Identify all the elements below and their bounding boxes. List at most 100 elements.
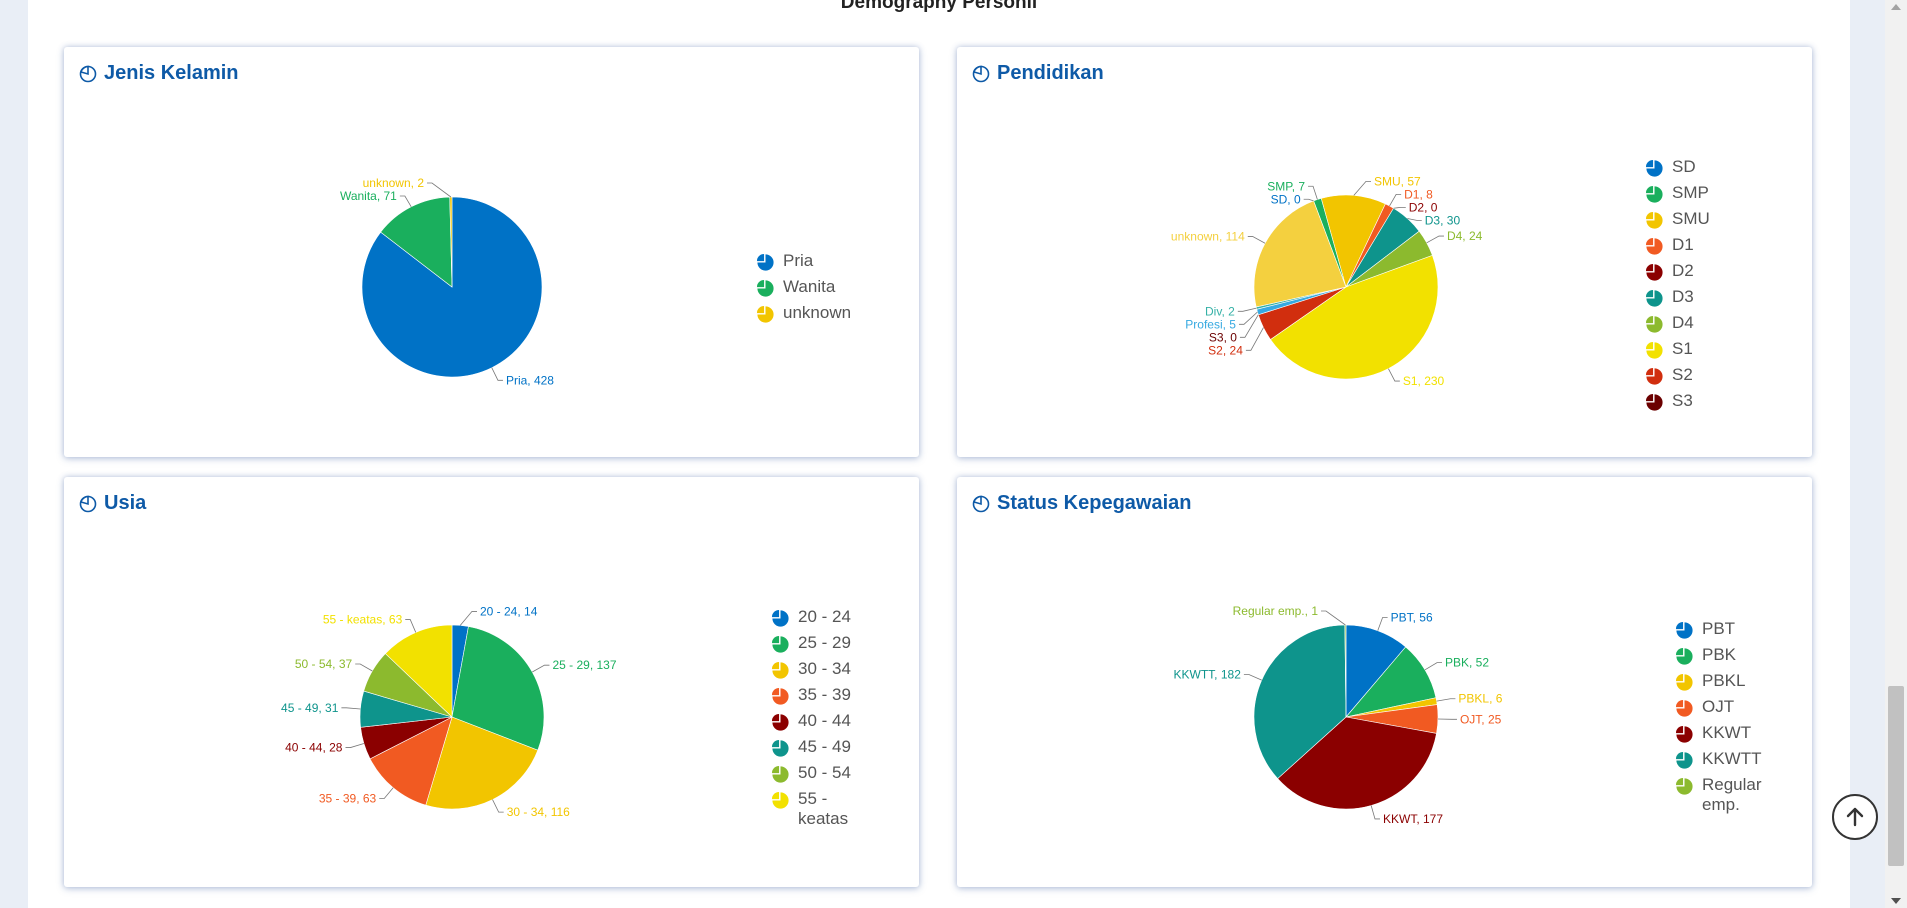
- pie-legend-icon: [771, 633, 798, 659]
- data-label: D1, 8: [1404, 187, 1433, 201]
- data-label: 35 - 39, 63: [319, 791, 377, 805]
- leader-line: [379, 787, 394, 799]
- card-status-kepegawaian: Status Kepegawaian PBT, 56 PBK, 52 PBKL, 6…: [957, 477, 1812, 887]
- data-label: S3, 0: [1209, 330, 1237, 344]
- data-label: S2, 24: [1208, 343, 1243, 357]
- legend-item[interactable]: D3: [1645, 287, 1710, 313]
- legend-item[interactable]: 40 - 44: [771, 711, 860, 737]
- data-label: D2, 0: [1409, 200, 1438, 214]
- scroll-up-arrow-icon[interactable]: [1891, 4, 1901, 10]
- legend-item[interactable]: 55 - keatas: [771, 789, 860, 828]
- legend-label: D2: [1672, 261, 1694, 280]
- chart-legend: PBT PBK PBKL OJT KKWT KKWTT Regular emp.: [1675, 619, 1764, 814]
- legend-item[interactable]: SMP: [1645, 183, 1710, 209]
- data-label: Regular emp., 1: [1233, 604, 1319, 618]
- chart-legend: Pria Wanita unknown: [756, 251, 851, 329]
- leader-line: [1426, 235, 1444, 244]
- pie-legend-icon: [1645, 261, 1672, 287]
- pie-slice-25-29[interactable]: [451, 626, 545, 751]
- data-label: S1, 230: [1403, 374, 1445, 388]
- legend-item[interactable]: 20 - 24: [771, 607, 860, 633]
- scrollbar-thumb[interactable]: [1888, 686, 1904, 866]
- pie-legend-icon: [1645, 157, 1672, 183]
- legend-item[interactable]: D1: [1645, 235, 1710, 261]
- legend-item[interactable]: D4: [1645, 313, 1710, 339]
- legend-item[interactable]: Wanita: [756, 277, 845, 303]
- legend-label: PBT: [1702, 619, 1736, 638]
- legend-item[interactable]: KKWTT: [1675, 749, 1764, 775]
- leader-line: [1239, 314, 1259, 338]
- data-label: PBT, 56: [1391, 611, 1433, 625]
- legend-item[interactable]: Regular emp.: [1675, 775, 1764, 814]
- pie-slice-smu[interactable]: [1320, 194, 1386, 288]
- legend-item[interactable]: 50 - 54: [771, 763, 860, 789]
- legend-label: 55 - keatas: [798, 789, 849, 828]
- legend-item[interactable]: SD: [1645, 157, 1710, 183]
- leader-line: [1247, 236, 1266, 244]
- leader-line: [492, 799, 504, 813]
- legend-label: D4: [1672, 313, 1694, 332]
- scroll-down-arrow-icon[interactable]: [1891, 898, 1901, 904]
- back-to-top-button[interactable]: [1832, 794, 1878, 840]
- legend-label: PBKL: [1702, 671, 1746, 690]
- legend-item[interactable]: PBKL: [1675, 671, 1764, 697]
- leader-line: [427, 182, 452, 198]
- data-label: SMU, 57: [1374, 174, 1421, 188]
- legend-item[interactable]: 45 - 49: [771, 737, 860, 763]
- pie-legend-icon: [771, 789, 798, 815]
- pie-legend-icon: [1645, 235, 1672, 261]
- legend-label: SMU: [1672, 209, 1710, 228]
- chart-legend: 20 - 24 25 - 29 30 - 34 35 - 39 40 - 44 45 - …: [771, 607, 860, 828]
- legend-item[interactable]: S3: [1645, 391, 1710, 417]
- pie-legend-icon: [1675, 671, 1702, 697]
- pie-chart-icon: [79, 495, 97, 513]
- legend-item[interactable]: 25 - 29: [771, 633, 860, 659]
- pie-slice-kkwtt[interactable]: [1253, 624, 1347, 780]
- legend-item[interactable]: D2: [1645, 261, 1710, 287]
- card-title: Jenis Kelamin: [104, 61, 239, 84]
- leader-line: [1424, 662, 1443, 671]
- pie-legend-icon: [771, 659, 798, 685]
- legend-item[interactable]: 35 - 39: [771, 685, 860, 711]
- legend-item[interactable]: PBK: [1675, 645, 1764, 671]
- legend-item[interactable]: unknown: [756, 303, 851, 329]
- legend-item[interactable]: Pria: [756, 251, 845, 277]
- legend-label: 20 - 24: [798, 607, 851, 626]
- legend-item[interactable]: 30 - 34: [771, 659, 860, 685]
- legend-label: OJT: [1702, 697, 1735, 716]
- vertical-scrollbar[interactable]: [1885, 0, 1907, 908]
- legend-item[interactable]: S2: [1645, 365, 1710, 391]
- leader-line: [1321, 610, 1346, 626]
- pie-slice-kkwt[interactable]: [1277, 716, 1437, 810]
- data-label: KKWT, 177: [1383, 812, 1443, 826]
- leader-line: [1353, 180, 1371, 196]
- pie-slice-wanita[interactable]: [380, 196, 453, 288]
- pie-legend-icon: [1645, 287, 1672, 313]
- legend-label: D3: [1672, 287, 1694, 306]
- legend-item[interactable]: KKWT: [1675, 723, 1764, 749]
- legend-label: 40 - 44: [798, 711, 851, 730]
- pie-legend-icon: [1675, 645, 1702, 671]
- data-label: unknown, 114: [1171, 230, 1245, 244]
- leader-line: [532, 664, 550, 673]
- leader-line: [459, 611, 477, 626]
- legend-label: S2: [1672, 365, 1693, 384]
- pie-legend-icon: [1645, 365, 1672, 391]
- data-label: Div, 2: [1205, 304, 1235, 318]
- pie-slice-pbt[interactable]: [1345, 624, 1407, 718]
- legend-item[interactable]: PBT: [1675, 619, 1764, 645]
- data-label: unknown, 2: [363, 176, 425, 190]
- legend-item[interactable]: OJT: [1675, 697, 1764, 723]
- pie-legend-icon: [771, 711, 798, 737]
- card-title: Pendidikan: [997, 61, 1104, 84]
- pie-slice-unknown[interactable]: [1253, 200, 1347, 308]
- pie-chart-icon: [972, 495, 990, 513]
- leader-line: [1303, 198, 1314, 202]
- pie-slice-35-39[interactable]: [369, 716, 453, 806]
- legend-item[interactable]: SMU: [1645, 209, 1710, 235]
- page: Demography Personil Jenis Kelamin Pria, …: [28, 0, 1878, 908]
- legend-item[interactable]: S1: [1645, 339, 1710, 365]
- legend-label: 30 - 34: [798, 659, 851, 678]
- legend-label: 45 - 49: [798, 737, 851, 756]
